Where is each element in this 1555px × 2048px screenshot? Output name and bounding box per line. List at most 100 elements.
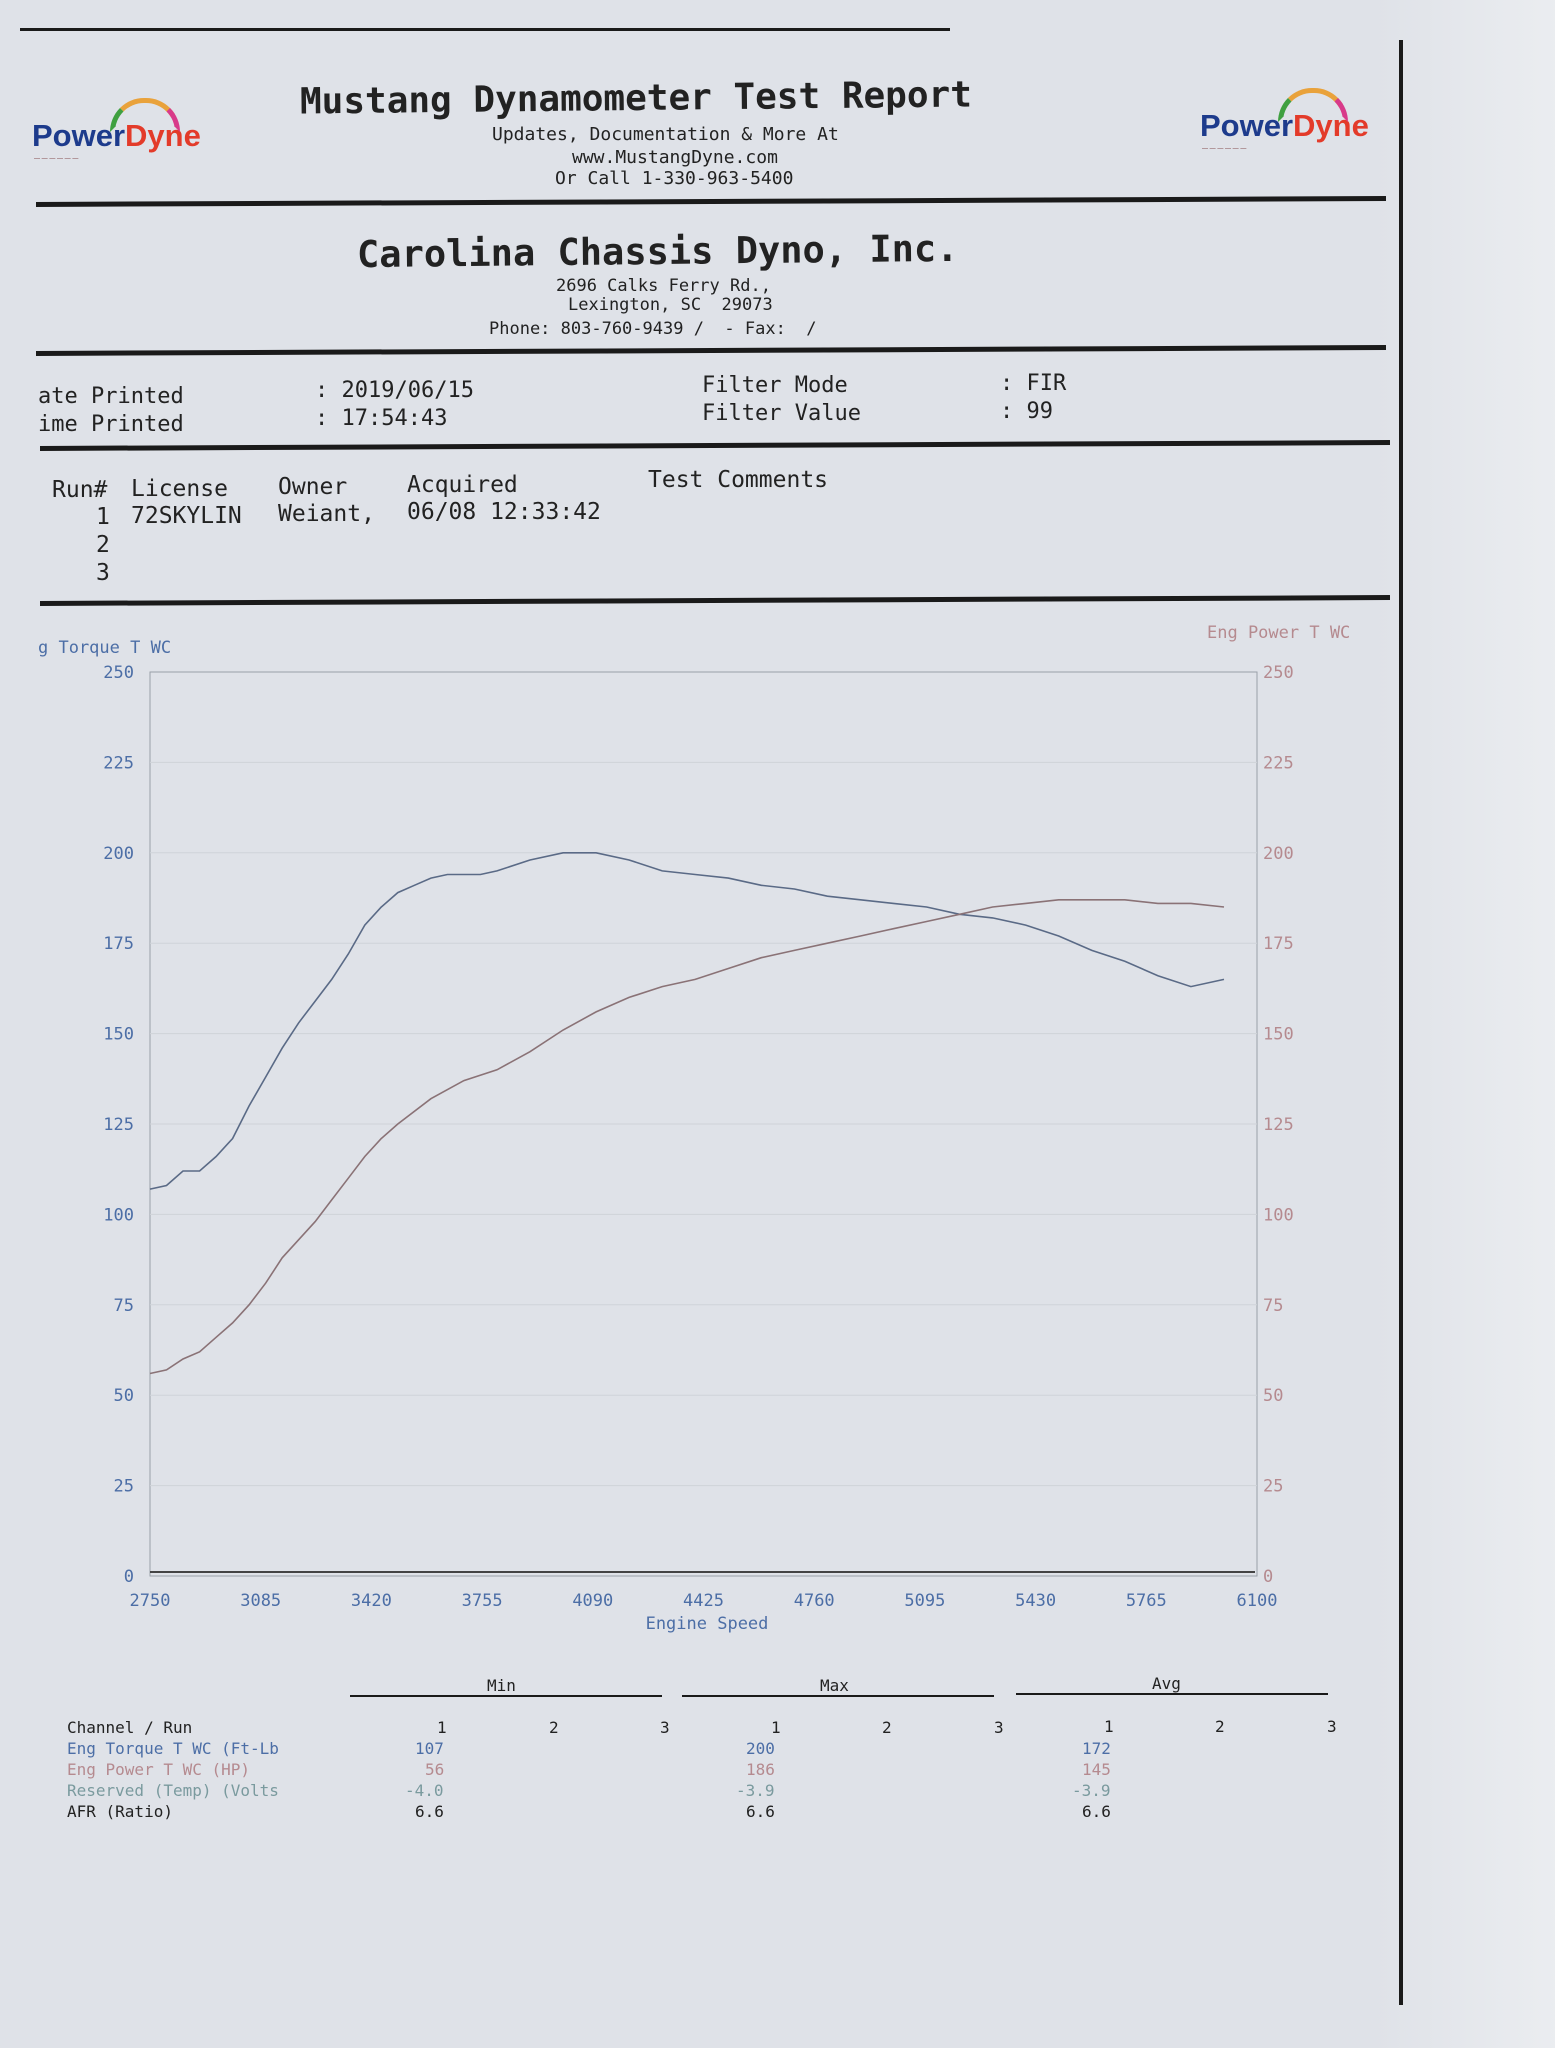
avg-underline <box>1016 1693 1328 1695</box>
x-tick: 6100 <box>1237 1591 1278 1611</box>
run-2-number: 2 <box>96 532 110 558</box>
stat-reserved-avg: -3.9 <box>1072 1781 1111 1800</box>
stat-label-reserved: Reserved (Temp) (Volts <box>67 1781 279 1800</box>
stat-afr-max: 6.6 <box>746 1802 775 1821</box>
x-tick: 5095 <box>904 1591 945 1611</box>
x-tick: 5765 <box>1126 1591 1167 1611</box>
stat-afr-min: 6.6 <box>415 1802 444 1821</box>
powerdyne-logo-left: PowerDyne — — — — — — <box>32 98 201 162</box>
stat-power-avg: 145 <box>1082 1760 1111 1779</box>
y-axis-label-right: Eng Power T WC <box>1207 623 1350 643</box>
runs-header-acquired: Acquired <box>407 472 518 498</box>
company-phone: Phone: 803-760-9439 / - Fax: / <box>489 319 817 339</box>
stat-power-max: 186 <box>746 1760 775 1779</box>
runs-header-comments: Test Comments <box>648 467 829 493</box>
y-tick-left: 0 <box>124 1567 134 1587</box>
logo-tagline: — — — — — — <box>1202 146 1247 152</box>
company-address-2: Lexington, SC 29073 <box>568 295 773 315</box>
chart-grid <box>149 671 1258 1577</box>
max-run-1: 1 <box>771 1718 781 1737</box>
y-tick-right: 200 <box>1263 844 1294 864</box>
y-tick-left: 50 <box>114 1386 134 1406</box>
runs-header-license: License <box>131 476 228 502</box>
y-tick-left: 25 <box>114 1477 134 1497</box>
series-line-torque <box>149 852 1225 1190</box>
stat-torque-max: 200 <box>746 1739 775 1758</box>
filter-mode-value: : FIR <box>1000 371 1067 396</box>
group-max-label: Max <box>820 1676 849 1695</box>
x-tick: 5430 <box>1015 1591 1056 1611</box>
avg-run-1: 1 <box>1104 1717 1114 1736</box>
run-1-owner: Weiant, <box>278 501 375 527</box>
time-printed-value: : 17:54:43 <box>315 406 448 431</box>
y-tick-right: 250 <box>1263 663 1294 683</box>
chart-lines <box>149 852 1225 1375</box>
y-tick-left: 125 <box>103 1115 134 1135</box>
report-title: Mustang Dynamometer Test Report <box>299 74 973 123</box>
y-tick-left: 100 <box>103 1205 134 1225</box>
group-avg-label: Avg <box>1152 1674 1181 1693</box>
stat-torque-min: 107 <box>415 1739 444 1758</box>
runs-header-owner: Owner <box>278 474 348 500</box>
x-tick: 2750 <box>130 1591 171 1611</box>
dyno-chart: g Torque T WC Eng Power T WC Engine Spee… <box>38 623 1350 1634</box>
max-run-3: 3 <box>994 1718 1004 1737</box>
y-tick-left: 175 <box>103 934 134 954</box>
y-tick-right: 225 <box>1263 753 1294 773</box>
stat-power-min: 56 <box>425 1760 445 1779</box>
header-line-1: Updates, Documentation & More At <box>492 124 839 145</box>
filter-mode-label: Filter Mode <box>702 373 848 398</box>
stat-afr-avg: 6.6 <box>1082 1802 1111 1821</box>
y-axis-label-left: g Torque T WC <box>38 638 171 658</box>
x-tick: 3755 <box>462 1591 503 1611</box>
right-border <box>1399 40 1403 2005</box>
y-tick-left: 75 <box>114 1296 134 1316</box>
chart-ticks: 0 25 50 75 100 125 150 175 200 225 250 0 25 50 75 100 12… <box>103 663 1293 1611</box>
x-tick: 3420 <box>351 1591 392 1611</box>
stat-label-torque: Eng Torque T WC (Ft-Lb <box>67 1739 279 1758</box>
run-1-number: 1 <box>96 504 110 530</box>
x-tick: 4090 <box>572 1591 613 1611</box>
max-run-2: 2 <box>882 1718 892 1737</box>
powerdyne-logo-right: PowerDyne — — — — — — <box>1200 88 1369 152</box>
channel-run-header: Channel / Run <box>67 1718 193 1737</box>
y-tick-right: 175 <box>1263 934 1294 954</box>
top-border <box>20 28 950 31</box>
filter-value-value: : 99 <box>1000 399 1053 424</box>
run-1-license: 72SKYLIN <box>131 503 242 529</box>
runs-header-run: Run# <box>52 477 108 503</box>
y-tick-left: 200 <box>103 844 134 864</box>
series-line-power <box>149 898 1225 1375</box>
x-tick: 4425 <box>683 1591 724 1611</box>
company-name: Carolina Chassis Dyno, Inc. <box>356 226 959 277</box>
y-tick-right: 0 <box>1263 1567 1273 1587</box>
stat-label-power: Eng Power T WC (HP) <box>67 1760 251 1779</box>
avg-run-2: 2 <box>1215 1717 1225 1736</box>
min-run-1: 1 <box>437 1718 447 1737</box>
date-printed-value: : 2019/06/15 <box>315 378 474 403</box>
min-run-2: 2 <box>549 1718 559 1737</box>
stat-reserved-min: -4.0 <box>405 1781 444 1800</box>
company-address-1: 2696 Calks Ferry Rd., <box>556 276 771 296</box>
y-tick-left: 225 <box>103 753 134 773</box>
header-line-2: www.MustangDyne.com <box>572 147 778 168</box>
run-3-number: 3 <box>96 560 110 586</box>
x-axis-label: Engine Speed <box>646 1614 769 1634</box>
y-tick-right: 125 <box>1263 1115 1294 1135</box>
y-tick-right: 75 <box>1263 1296 1283 1316</box>
logo-tagline: — — — — — — <box>34 156 79 162</box>
y-tick-right: 100 <box>1263 1205 1294 1225</box>
y-tick-left: 150 <box>103 1025 134 1045</box>
time-printed-label: ime Printed <box>38 412 184 437</box>
header-line-3: Or Call 1-330-963-5400 <box>555 168 794 189</box>
date-printed-label: ate Printed <box>38 384 184 409</box>
stat-label-afr: AFR (Ratio) <box>67 1802 173 1821</box>
min-underline <box>350 1695 662 1697</box>
group-min-label: Min <box>487 1676 516 1695</box>
x-tick: 3085 <box>240 1591 281 1611</box>
y-tick-right: 150 <box>1263 1025 1294 1045</box>
max-underline <box>682 1695 994 1697</box>
y-tick-right: 25 <box>1263 1477 1283 1497</box>
page-shadow <box>1375 0 1555 2048</box>
